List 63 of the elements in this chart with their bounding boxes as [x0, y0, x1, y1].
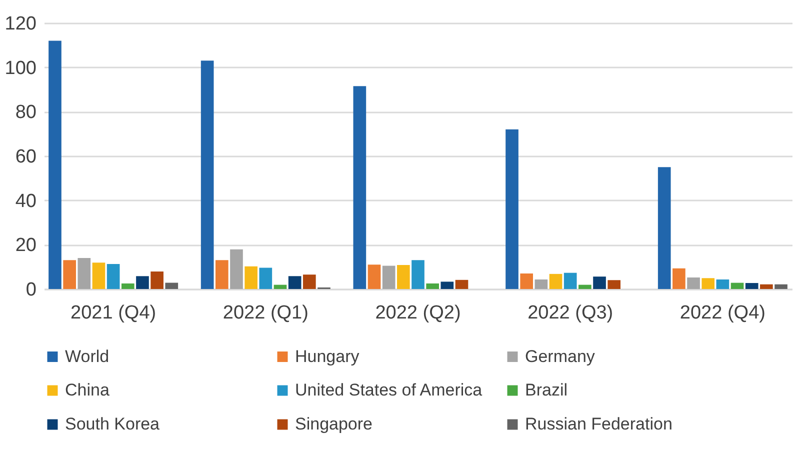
bar: [534, 279, 548, 289]
bar: [48, 40, 62, 289]
legend-label: World: [65, 346, 110, 366]
bar: [215, 260, 228, 289]
bar: [578, 284, 592, 289]
y-tick-label: 120: [4, 14, 36, 34]
bar: [106, 264, 120, 289]
bar: [353, 86, 366, 289]
x-tick-label: 2022 (Q4): [680, 302, 766, 324]
bar: [593, 276, 606, 289]
bar: [564, 272, 577, 289]
bar: [774, 284, 788, 289]
bar: [397, 265, 410, 289]
bar: [136, 276, 149, 289]
bar: [520, 273, 534, 289]
bar: [426, 283, 439, 289]
bar: [745, 283, 758, 289]
bar: [92, 262, 106, 289]
legend-label: Hungary: [295, 346, 360, 366]
bar: [760, 284, 773, 289]
y-tick-label: 20: [15, 235, 36, 256]
y-tick-label: 40: [15, 190, 36, 212]
legend-label: Brazil: [525, 380, 568, 400]
x-tick-label: 2022 (Q1): [222, 302, 308, 324]
bar: [230, 249, 243, 289]
bar: [274, 284, 287, 289]
y-tick-label: 80: [15, 102, 36, 124]
bar: [200, 60, 214, 289]
bar: [608, 280, 621, 289]
bar: [412, 260, 424, 289]
bar: [730, 282, 744, 289]
bar: [288, 276, 302, 289]
legend-label: South Korea: [65, 414, 160, 434]
bar: [672, 268, 686, 289]
y-tick-label: 60: [15, 146, 36, 168]
bar: [549, 274, 562, 289]
bar: [63, 260, 76, 289]
x-tick-label: 2022 (Q3): [528, 302, 614, 324]
x-tick-label: 2022 (Q2): [375, 302, 461, 324]
bar: [259, 268, 272, 289]
y-tick-label: 0: [26, 280, 36, 300]
bar: [150, 271, 164, 289]
bar: [716, 279, 730, 289]
bar: [455, 280, 468, 289]
bar: [78, 258, 91, 289]
bar: [702, 278, 715, 289]
bar: [440, 282, 454, 289]
legend-label: United States of America: [295, 380, 483, 400]
legend-label: Germany: [525, 346, 596, 366]
legend-label: China: [65, 380, 110, 400]
y-tick-label: 100: [4, 58, 36, 79]
legend-label: Russian Federation: [525, 414, 672, 434]
bar: [302, 274, 316, 289]
bar: [687, 277, 700, 289]
legend-label: Singapore: [295, 414, 373, 434]
bar: [244, 266, 258, 289]
bar: [121, 283, 134, 289]
bar: [165, 282, 178, 289]
bar: [382, 266, 396, 289]
bar: [506, 129, 518, 289]
bar: [658, 167, 671, 289]
x-tick-label: 2021 (Q4): [70, 302, 156, 324]
bar: [368, 264, 381, 289]
